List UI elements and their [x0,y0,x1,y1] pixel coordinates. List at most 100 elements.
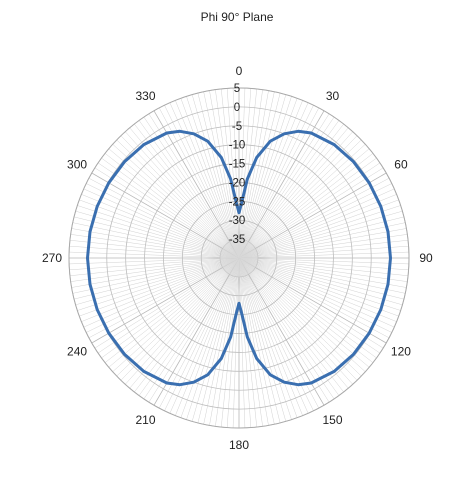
angular-gridline [238,216,405,259]
angular-gridline [238,257,406,294]
angular-gridline [138,257,240,396]
angle-label: 300 [67,158,87,172]
angle-label: 330 [135,89,155,103]
angular-gridline [238,257,325,406]
angle-label: 90 [419,251,433,265]
angular-gridline [238,257,252,428]
angular-gridline [238,257,407,288]
angular-gridline [169,102,240,259]
angular-gridline [238,257,405,300]
angular-gridline [238,257,381,354]
angle-label: 150 [322,413,342,427]
angular-gridline [238,257,269,426]
angular-gridline [69,245,240,259]
radial-tick-label: -20 [229,177,246,189]
angular-gridline [238,234,408,259]
angular-gridline [238,116,335,259]
angular-gridline [83,257,240,328]
angular-gridline [238,257,370,368]
angular-gridline [238,120,340,259]
outer-ring [68,87,410,429]
angular-gridline [186,96,240,259]
angular-gridline [116,257,240,377]
angular-gridline [238,88,258,259]
angular-gridline [238,257,303,416]
angular-gridline [238,257,395,328]
angular-gridline [238,257,409,271]
angular-gridline [238,205,401,259]
angular-gridline [238,257,399,317]
center-disk [220,239,258,277]
angular-gridline [86,183,240,259]
angular-gridline [238,245,409,259]
angular-gridline [238,100,303,259]
angular-gridline [232,257,240,428]
angular-gridline [238,257,281,424]
angular-gridline [238,102,309,259]
angular-gridline [238,183,392,259]
angular-gridline [238,113,330,259]
angular-gridline [238,257,403,306]
angular-gridline [238,139,362,259]
angular-gridline [73,216,240,259]
angular-gridline [94,167,240,259]
angular-gridline [238,199,399,259]
radial-tick-label: -15 [229,159,246,171]
angle-label: 210 [135,413,155,427]
angular-gridline [112,257,240,372]
radial-gridline [200,219,278,297]
angular-gridline [238,257,374,363]
angular-gridline [191,94,240,259]
angular-gridline [94,257,240,349]
radial-tick-label: 0 [234,102,240,114]
angular-gridline [238,257,330,403]
angular-gridline [101,157,240,259]
angular-gridline [238,257,392,333]
angular-gridline [238,251,409,259]
angular-gridline [238,91,275,259]
angular-gridline [125,257,240,385]
angular-gridline [238,153,374,259]
angular-gridline [238,98,298,259]
radial-tick-label: -25 [229,196,246,208]
angular-gridline [138,120,240,259]
angular-gridline [120,257,240,381]
angular-gridline [69,251,240,259]
angular-gridline [112,144,240,259]
angular-gridline [238,110,325,259]
angular-gridline [238,257,258,428]
angular-gridline [73,257,240,300]
angular-gridline [238,257,335,400]
angular-gridline [148,113,240,259]
angular-gridline [108,148,240,259]
angular-gridline [143,257,240,400]
angular-gridline [238,194,397,259]
angular-gridline [129,127,240,259]
chart-title: Phi 90° Plane [201,10,274,24]
angular-gridline [91,257,240,344]
angular-gridline [238,257,408,282]
angular-gridline [203,257,240,425]
angular-gridline [169,257,240,414]
angular-gridline [86,257,240,333]
angular-gridline [238,210,403,259]
angular-gridline [238,88,252,259]
angular-gridline [69,257,240,277]
angular-gridline [238,257,362,377]
angular-gridline [75,257,240,306]
radial-gridline [181,200,297,316]
angular-gridline [238,257,387,344]
angular-gridline [148,257,240,403]
angular-gridline [238,257,309,414]
angular-gridline [238,257,409,265]
angular-gridline [238,257,409,277]
angular-gridline [134,123,240,259]
angular-gridline [70,257,240,282]
angular-gridline [203,91,240,259]
angular-gridline [104,153,240,259]
angle-label: 60 [394,158,408,172]
radial-tick-label: -35 [229,234,246,246]
angular-gridline [238,239,409,259]
angular-gridline [180,98,240,259]
